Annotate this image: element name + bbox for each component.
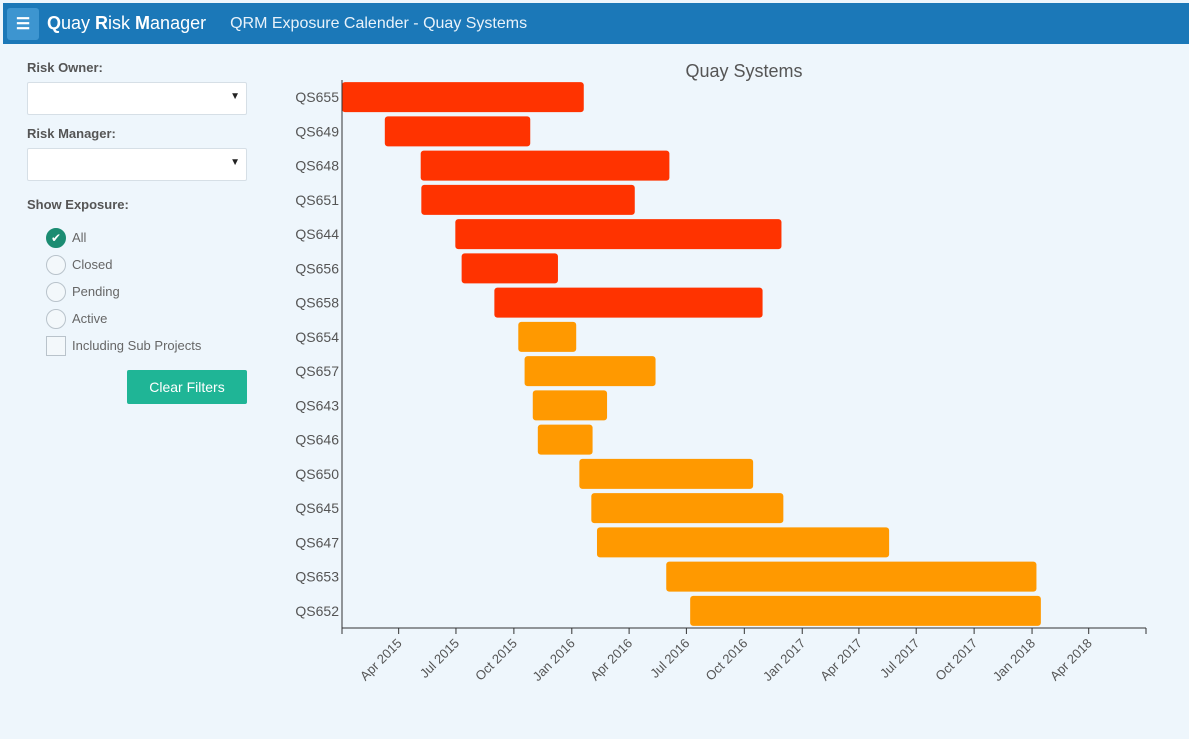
risk-manager-select[interactable]: ▼ [27, 148, 247, 181]
x-tick-label: Jul 2016 [647, 636, 692, 681]
show-exposure-label: Show Exposure: [27, 197, 129, 212]
x-tick-label: Apr 2015 [357, 636, 405, 684]
sub-projects-option[interactable]: Including Sub Projects [46, 332, 247, 359]
exposure-option-closed[interactable]: Closed [46, 251, 247, 278]
task-label: QS656 [295, 260, 339, 276]
x-tick-label: Jul 2017 [877, 636, 922, 681]
task-label: QS654 [295, 329, 339, 345]
radio-pending[interactable] [46, 281, 66, 302]
page-title: QRM Exposure Calender - Quay Systems [230, 14, 528, 32]
app-name-part: isk [108, 13, 136, 33]
task-label: QS646 [295, 432, 339, 448]
gantt-chart: Quay Systems QS655 QS649 QS648 QS651 QS644 QS… [295, 61, 1147, 684]
exposure-option-label: Active [72, 311, 108, 326]
top-bar: ☰ Quay Risk Manager QRM Exposure Calende… [3, 3, 1189, 44]
task-label: QS645 [295, 500, 339, 516]
app-name[interactable]: Quay Risk Manager [47, 13, 206, 34]
task-label: QS658 [295, 295, 339, 311]
risk-owner-label: Risk Owner: [27, 60, 103, 75]
exposure-option-all[interactable]: ✔ All [46, 224, 247, 251]
filter-panel: Risk Owner: ▼ Risk Manager: ▼ Show Expos… [27, 60, 247, 404]
gantt-bar[interactable] [342, 82, 584, 113]
check-icon: ✔ [50, 230, 62, 245]
clear-filters-button[interactable]: Clear Filters [127, 370, 247, 404]
task-label: QS649 [295, 123, 339, 139]
dropdown-arrow-icon: ▼ [230, 157, 240, 168]
chart-title: Quay Systems [685, 61, 802, 81]
gantt-bar[interactable] [421, 184, 635, 215]
exposure-option-label: Pending [72, 284, 120, 299]
task-label: QS648 [295, 158, 339, 174]
x-tick-label: Jan 2018 [990, 636, 1038, 684]
task-label: QS643 [295, 397, 339, 413]
app-name-part: anager [150, 13, 207, 33]
radio-closed[interactable] [46, 254, 66, 275]
gantt-bar[interactable] [666, 561, 1037, 592]
gantt-bar[interactable] [537, 424, 593, 455]
app-name-part: M [135, 13, 151, 33]
gantt-bar[interactable] [579, 458, 754, 489]
sub-projects-label: Including Sub Projects [72, 338, 202, 353]
risk-owner-select[interactable]: ▼ [27, 82, 247, 115]
x-tick-label: Apr 2017 [817, 636, 865, 684]
radio-all[interactable]: ✔ [46, 227, 66, 248]
task-label: QS647 [295, 534, 339, 550]
task-label: QS655 [295, 89, 339, 105]
gantt-bar[interactable] [690, 595, 1041, 626]
gantt-bar[interactable] [596, 527, 890, 558]
task-label: QS652 [295, 603, 339, 619]
risk-manager-label: Risk Manager: [27, 126, 116, 141]
x-tick-label: Apr 2018 [1047, 636, 1095, 684]
app-name-part: R [95, 13, 109, 33]
radio-active[interactable] [46, 308, 66, 329]
x-tick-label: Oct 2015 [472, 636, 520, 684]
x-tick-label: Jan 2017 [760, 636, 808, 684]
gantt-bar[interactable] [532, 390, 608, 421]
gantt-bar[interactable] [518, 321, 577, 352]
gantt-bar[interactable] [384, 116, 531, 147]
gantt-bar[interactable] [420, 150, 670, 181]
x-tick-label: Jan 2016 [529, 636, 577, 684]
exposure-option-pending[interactable]: Pending [46, 278, 247, 305]
x-tick-label: Oct 2017 [932, 636, 980, 684]
exposure-option-active[interactable]: Active [46, 305, 247, 332]
app-name-part: Q [47, 13, 62, 33]
task-label: QS657 [295, 363, 339, 379]
gantt-bar[interactable] [494, 287, 763, 318]
exposure-option-label: Closed [72, 257, 113, 272]
sub-projects-checkbox[interactable] [46, 335, 66, 356]
exposure-option-label: All [72, 230, 87, 245]
gantt-bar[interactable] [524, 356, 656, 387]
task-label: QS650 [295, 466, 339, 482]
task-label: QS644 [295, 226, 339, 242]
x-tick-label: Apr 2016 [587, 636, 635, 684]
hamburger-menu-icon[interactable]: ☰ [7, 7, 39, 40]
gantt-bar[interactable] [591, 493, 784, 524]
gantt-bar[interactable] [455, 219, 782, 250]
gantt-bar[interactable] [461, 253, 558, 284]
x-tick-label: Oct 2016 [703, 636, 751, 684]
dropdown-arrow-icon: ▼ [230, 91, 240, 102]
task-label: QS651 [295, 192, 339, 208]
task-label: QS653 [295, 569, 339, 585]
bars-layer [342, 82, 1041, 626]
app-name-part: uay [61, 13, 96, 33]
x-tick-label: Jul 2015 [417, 636, 462, 681]
